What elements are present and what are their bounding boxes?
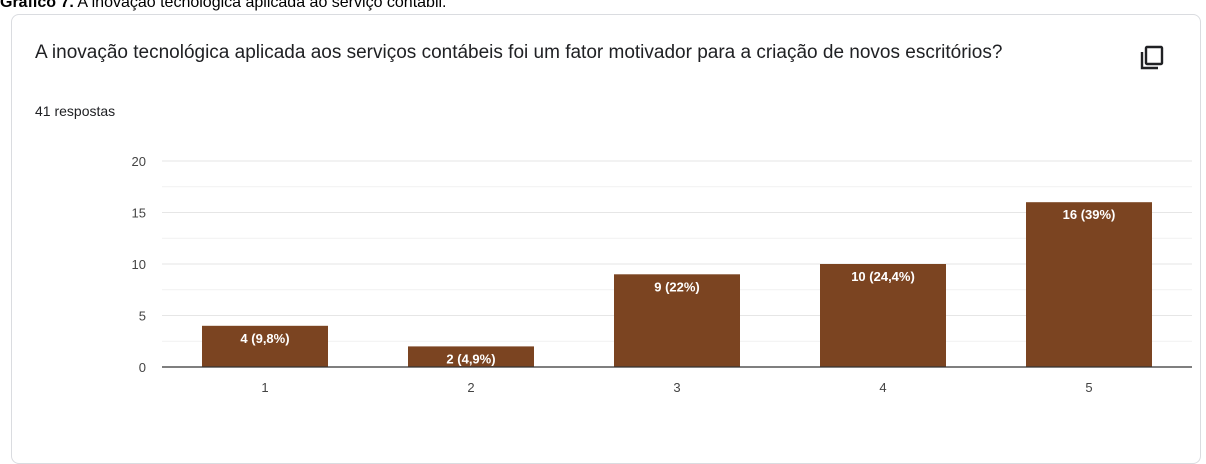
bar	[820, 264, 946, 367]
bar-data-label: 16 (39%)	[1063, 207, 1116, 222]
bar	[614, 274, 740, 367]
bar-data-label: 9 (22%)	[654, 279, 700, 294]
bar-data-label: 2 (4,9%)	[446, 351, 495, 366]
y-tick-label: 10	[132, 257, 146, 272]
caption-text: A inovação tecnológica aplicada ao servi…	[73, 0, 447, 11]
bar	[408, 346, 534, 367]
figure-caption: Gráfico 7. A inovação tecnológica aplica…	[0, 0, 447, 12]
x-tick-label: 2	[467, 380, 474, 395]
y-tick-label: 20	[132, 154, 146, 169]
caption-prefix: Gráfico 7.	[0, 0, 74, 11]
x-tick-label: 4	[879, 380, 886, 395]
y-tick-label: 5	[139, 309, 146, 324]
bar	[1026, 202, 1152, 367]
chart-card: A inovação tecnológica aplicada aos serv…	[11, 14, 1201, 464]
copy-icon[interactable]	[1137, 43, 1167, 73]
bar	[202, 325, 328, 367]
x-tick-label: 3	[673, 380, 680, 395]
bar-data-label: 10 (24,4%)	[851, 269, 915, 284]
bar-chart: 0 5 10 15 20 4 (9,8%) 1 2 (4,9%) 2 9 (22%) 3 10 (24…	[132, 154, 1192, 395]
y-tick-label: 0	[139, 360, 146, 375]
response-count: 41 respostas	[35, 103, 116, 119]
x-tick-label: 5	[1085, 380, 1092, 395]
x-tick-label: 1	[261, 380, 268, 395]
question-title: A inovação tecnológica aplicada aos serv…	[35, 42, 1003, 63]
y-tick-label: 15	[132, 206, 146, 221]
bar-data-label: 4 (9,8%)	[240, 331, 289, 346]
